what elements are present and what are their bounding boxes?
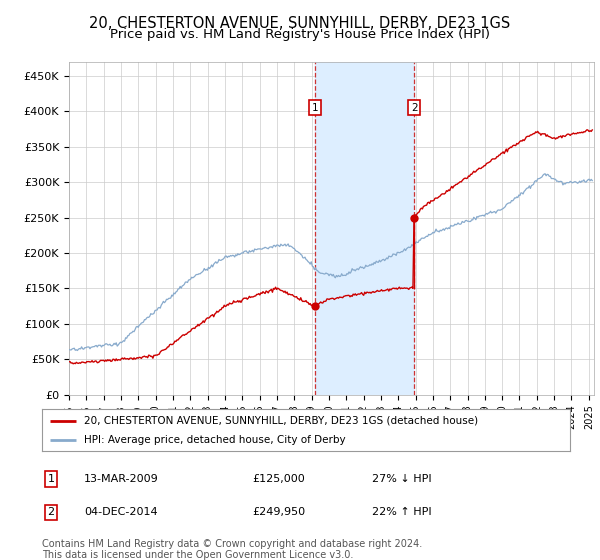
Bar xyxy=(315,62,414,395)
Text: 2: 2 xyxy=(47,507,55,517)
Text: 1: 1 xyxy=(312,102,319,113)
Text: Contains HM Land Registry data © Crown copyright and database right 2024.
This d: Contains HM Land Registry data © Crown c… xyxy=(42,539,422,560)
Text: 20, CHESTERTON AVENUE, SUNNYHILL, DERBY, DE23 1GS: 20, CHESTERTON AVENUE, SUNNYHILL, DERBY,… xyxy=(89,16,511,31)
Text: 27% ↓ HPI: 27% ↓ HPI xyxy=(372,474,431,484)
Text: Price paid vs. HM Land Registry's House Price Index (HPI): Price paid vs. HM Land Registry's House … xyxy=(110,28,490,41)
Text: HPI: Average price, detached house, City of Derby: HPI: Average price, detached house, City… xyxy=(84,435,346,445)
Text: £249,950: £249,950 xyxy=(252,507,305,517)
Text: 22% ↑ HPI: 22% ↑ HPI xyxy=(372,507,431,517)
Text: 1: 1 xyxy=(47,474,55,484)
Text: £125,000: £125,000 xyxy=(252,474,305,484)
Text: 13-MAR-2009: 13-MAR-2009 xyxy=(84,474,159,484)
Text: 2: 2 xyxy=(411,102,418,113)
Text: 04-DEC-2014: 04-DEC-2014 xyxy=(84,507,158,517)
Text: 20, CHESTERTON AVENUE, SUNNYHILL, DERBY, DE23 1GS (detached house): 20, CHESTERTON AVENUE, SUNNYHILL, DERBY,… xyxy=(84,416,478,426)
